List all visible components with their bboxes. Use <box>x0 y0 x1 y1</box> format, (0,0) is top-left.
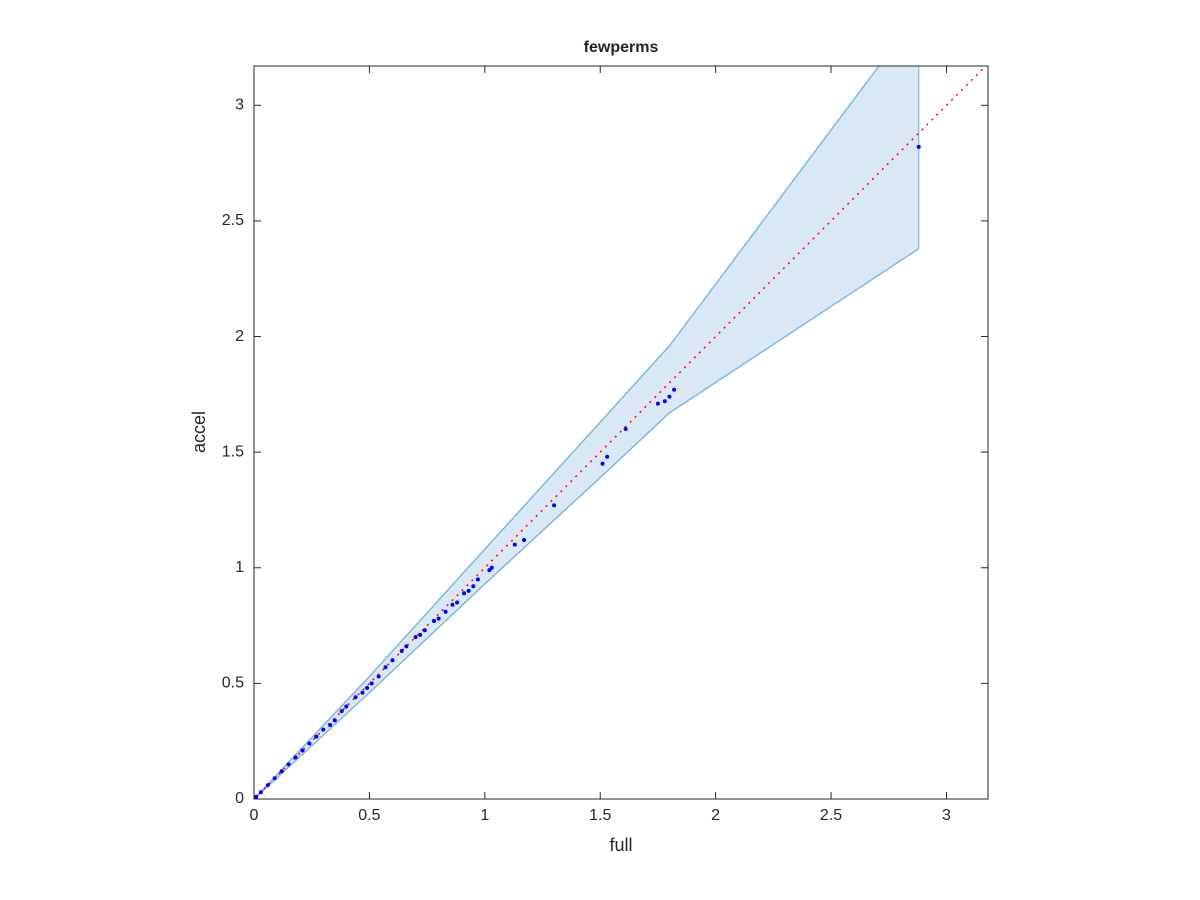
scatter-point <box>258 790 263 795</box>
scatter-point <box>321 727 326 732</box>
y-tick-label: 0 <box>235 790 244 807</box>
scatter-point <box>418 632 423 637</box>
y-tick-label: 1 <box>235 559 244 576</box>
scatter-point <box>353 695 358 700</box>
scatter-point <box>466 588 471 593</box>
y-tick-label: 0.5 <box>222 675 244 692</box>
scatter-point <box>436 616 441 621</box>
scatter-point <box>487 568 492 573</box>
scatter-point <box>422 628 427 633</box>
scatter-point <box>600 461 605 466</box>
scatter-point <box>365 686 370 691</box>
scatter-point <box>432 618 437 623</box>
scatter-point <box>916 144 921 149</box>
scatter-point <box>399 649 404 654</box>
y-tick-label: 1.5 <box>222 443 244 460</box>
axes-box <box>253 65 989 800</box>
scatter-point <box>376 674 381 679</box>
scatter-point <box>265 783 270 788</box>
y-tick-label: 2 <box>235 328 244 345</box>
scatter-point <box>328 723 333 728</box>
scatter-point <box>272 776 277 781</box>
x-axis-label: full <box>609 835 632 855</box>
scatter-point <box>623 427 628 432</box>
scatter-point <box>339 709 344 714</box>
scatter-point <box>667 394 672 399</box>
x-tick-label: 1.5 <box>589 807 611 824</box>
scatter-point <box>471 584 476 589</box>
scatter-point <box>332 718 337 723</box>
scatter-point <box>450 602 455 607</box>
scatter-point <box>300 748 305 753</box>
scatter-point <box>390 658 395 663</box>
scatter-point <box>307 741 312 746</box>
chart-title: fewperms <box>584 39 659 56</box>
x-tick-label: 2 <box>711 807 720 824</box>
scatter-point <box>552 503 557 508</box>
scatter-point <box>522 538 527 543</box>
scatter-point <box>293 755 298 760</box>
y-tick-label: 2.5 <box>222 212 244 229</box>
band-lower <box>254 248 920 799</box>
scatter-point <box>314 734 319 739</box>
scatter-point <box>369 681 374 686</box>
scatter-point <box>344 704 349 709</box>
band-upper <box>254 66 880 799</box>
y-axis-label: accel <box>189 411 209 453</box>
y-tick-label: 3 <box>235 97 244 114</box>
scatter-point <box>672 387 677 392</box>
scatter-point <box>512 542 517 547</box>
x-tick-label: 1 <box>480 807 489 824</box>
x-tick-label: 2.5 <box>820 807 842 824</box>
x-tick-label: 3 <box>942 807 951 824</box>
scatter-point <box>605 454 610 459</box>
scatter-point <box>413 635 418 640</box>
scatter-point <box>655 401 660 406</box>
x-tick-label: 0 <box>250 807 259 824</box>
scatter-point <box>383 665 388 670</box>
scatter-point <box>475 577 480 582</box>
x-tick-label: 0.5 <box>358 807 380 824</box>
scatter-point <box>286 762 291 767</box>
scatter-point <box>455 600 460 605</box>
plot-area <box>254 66 987 799</box>
scatter-point <box>254 794 259 799</box>
scatter-point <box>662 399 667 404</box>
scatter-point <box>279 769 284 774</box>
scatter-point <box>404 644 409 649</box>
scatter-point <box>443 609 448 614</box>
scatter-point <box>360 690 365 695</box>
reference-line <box>254 66 987 799</box>
band-area <box>254 66 919 799</box>
scatter-point <box>462 591 467 596</box>
